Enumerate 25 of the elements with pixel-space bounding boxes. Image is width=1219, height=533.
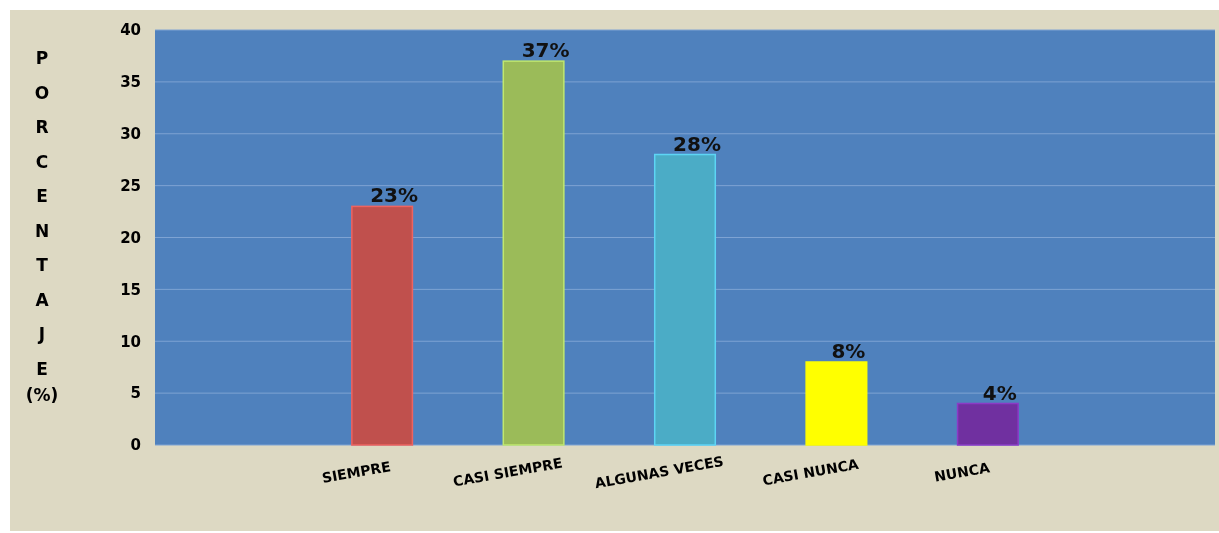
data-label: 37% xyxy=(521,38,570,63)
bar xyxy=(653,153,717,446)
x-tick-label: ALGUNAS VECES xyxy=(593,452,725,492)
data-label: 28% xyxy=(673,131,721,156)
x-tick-label: CASI SIEMPRE xyxy=(451,454,564,490)
y-tick-label: 15 xyxy=(120,280,141,299)
text: PORCENTAJE (%) xyxy=(25,48,59,405)
y-tick-label: 20 xyxy=(120,228,141,247)
y-tick-label: 5 xyxy=(130,384,141,403)
bar xyxy=(805,361,868,446)
y-tick-label: 35 xyxy=(120,73,141,92)
y-tick-label: 25 xyxy=(120,176,141,195)
x-tick-label: SIEMPRE xyxy=(320,458,392,486)
x-tick-label: NUNCA xyxy=(933,459,992,485)
y-tick-label: 0 xyxy=(130,436,141,455)
bar xyxy=(351,205,414,446)
data-label: 8% xyxy=(831,339,866,363)
data-label: 23% xyxy=(370,183,419,208)
bar xyxy=(502,60,565,446)
bar xyxy=(956,402,1019,446)
y-tick-label: 40 xyxy=(120,21,141,40)
data-label: 4% xyxy=(982,380,1017,405)
y-tick-label: 30 xyxy=(120,125,141,143)
y-tick-label: 10 xyxy=(120,332,141,351)
x-tick-label: CASI NUNCA xyxy=(761,455,860,489)
